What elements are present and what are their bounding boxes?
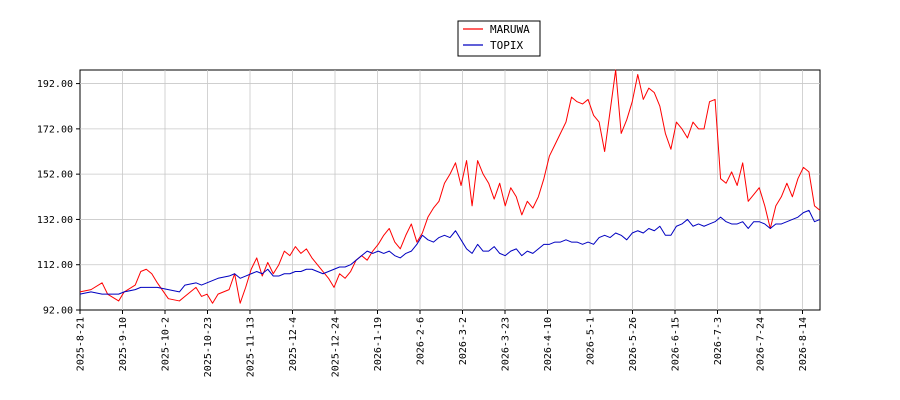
legend-box xyxy=(457,20,541,57)
y-tick-label: 112.00 xyxy=(37,260,73,271)
x-tick-label: 2026-7-3 xyxy=(713,317,724,365)
x-tick-label: 2025-10-23 xyxy=(203,317,214,377)
x-tick-label: 2026-2-6 xyxy=(416,317,427,365)
x-tick-label: 2025-8-21 xyxy=(76,317,87,371)
x-tick-label: 2026-5-26 xyxy=(628,317,639,371)
series-line-maruwa xyxy=(79,69,821,304)
x-tick-label: 2025-12-24 xyxy=(331,317,342,377)
x-tick-label: 2026-8-14 xyxy=(798,317,809,371)
x-tick-label: 2026-6-15 xyxy=(671,317,682,371)
grid-lines xyxy=(80,70,820,310)
plot-area: 92.00 112.00 132.00 152.00 172.00 192.00 2025… xyxy=(37,69,821,377)
x-tick-label: 2026-4-10 xyxy=(543,317,554,371)
x-tick-label: 2026-1-19 xyxy=(373,317,384,371)
x-axis: 2025-8-21 2025-9-10 2025-10-2 2025-10-23 202… xyxy=(76,310,809,377)
x-tick-label: 2026-7-24 xyxy=(756,317,767,371)
x-tick-label: 2025-10-2 xyxy=(161,317,172,371)
y-tick-label: 192.00 xyxy=(37,79,73,90)
y-axis: 92.00 112.00 132.00 152.00 172.00 192.00 xyxy=(37,79,80,317)
x-tick-label: 2025-12-4 xyxy=(288,317,299,371)
y-tick-label: 152.00 xyxy=(37,170,73,181)
plot-frame xyxy=(79,69,821,311)
legend-label-topix: TOPIX xyxy=(490,39,523,52)
y-tick-label: 172.00 xyxy=(37,124,73,135)
x-tick-label: 2026-3-2 xyxy=(458,317,469,365)
x-tick-label: 2025-9-10 xyxy=(118,317,129,371)
series-layer xyxy=(79,69,821,304)
y-tick-label: 92.00 xyxy=(43,306,73,317)
series-line-topix xyxy=(79,209,821,295)
x-tick-label: 2025-11-13 xyxy=(246,317,257,377)
legend: MARUWA TOPIX xyxy=(457,20,541,57)
x-tick-label: 2026-5-1 xyxy=(586,317,597,365)
y-tick-label: 132.00 xyxy=(37,215,73,226)
x-tick-label: 2026-3-23 xyxy=(501,317,512,371)
legend-label-maruwa: MARUWA xyxy=(490,23,530,36)
